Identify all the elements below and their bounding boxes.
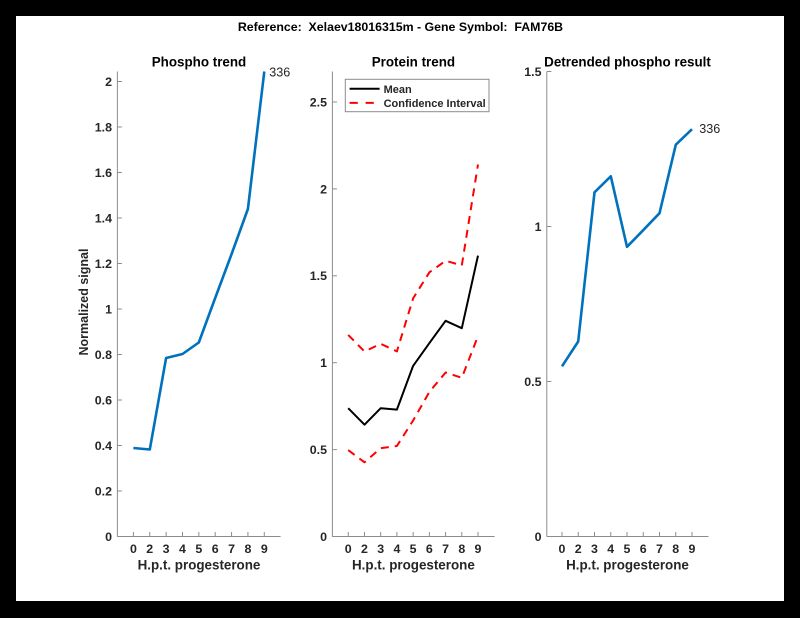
svg-text:0: 0 [535,530,542,544]
svg-text:3: 3 [163,542,170,556]
svg-text:H.p.t. progesterone: H.p.t. progesterone [138,558,261,573]
svg-text:5: 5 [624,542,631,556]
svg-text:1.6: 1.6 [95,166,112,180]
svg-text:1.8: 1.8 [95,120,112,134]
svg-text:5: 5 [410,542,417,556]
svg-text:H.p.t. progesterone: H.p.t. progesterone [566,558,689,573]
svg-text:2: 2 [575,542,582,556]
svg-text:1.4: 1.4 [95,211,112,225]
svg-text:H.p.t. progesterone: H.p.t. progesterone [352,558,475,573]
svg-text:1.5: 1.5 [524,65,541,79]
svg-text:1.2: 1.2 [95,257,112,271]
svg-text:1: 1 [105,302,112,316]
svg-text:5: 5 [195,542,202,556]
svg-text:6: 6 [426,542,433,556]
svg-text:2: 2 [105,75,112,89]
svg-text:0: 0 [559,542,566,556]
svg-text:Phospho trend: Phospho trend [152,55,246,70]
svg-text:0.6: 0.6 [95,393,112,407]
svg-text:0.4: 0.4 [95,439,112,453]
svg-text:3: 3 [591,542,598,556]
svg-text:6: 6 [640,542,647,556]
svg-text:7: 7 [656,542,663,556]
svg-text:3: 3 [377,542,384,556]
svg-text:0.5: 0.5 [310,443,327,457]
svg-text:0: 0 [105,530,112,544]
svg-text:9: 9 [689,542,696,556]
svg-text:Protein trend: Protein trend [372,55,455,70]
svg-text:8: 8 [244,542,251,556]
svg-text:1: 1 [320,356,327,370]
svg-text:0.2: 0.2 [95,484,112,498]
svg-text:Mean: Mean [384,84,412,96]
svg-text:4: 4 [393,542,400,556]
svg-text:4: 4 [607,542,614,556]
svg-text:Normalized signal: Normalized signal [77,249,91,356]
svg-text:4: 4 [179,542,186,556]
svg-text:2: 2 [146,542,153,556]
svg-text:1: 1 [535,220,542,234]
svg-text:8: 8 [458,542,465,556]
svg-text:9: 9 [475,542,482,556]
svg-text:2.5: 2.5 [310,95,327,109]
svg-text:336: 336 [269,66,290,80]
svg-text:2: 2 [320,182,327,196]
svg-text:7: 7 [442,542,449,556]
svg-text:0: 0 [320,530,327,544]
svg-text:0: 0 [130,542,137,556]
svg-text:Confidence Interval: Confidence Interval [384,98,486,110]
svg-text:Reference: Xelaev18016315m -: Reference: Xelaev18016315m - Gene Symbol… [238,20,563,34]
svg-text:6: 6 [212,542,219,556]
svg-text:0: 0 [345,542,352,556]
svg-text:Detrended phospho result: Detrended phospho result [544,55,711,70]
svg-text:1.5: 1.5 [310,269,327,283]
svg-text:0.5: 0.5 [524,375,541,389]
svg-text:336: 336 [699,122,720,136]
svg-text:9: 9 [261,542,268,556]
svg-text:0.8: 0.8 [95,348,112,362]
svg-text:2: 2 [361,542,368,556]
svg-text:7: 7 [228,542,235,556]
svg-text:8: 8 [672,542,679,556]
